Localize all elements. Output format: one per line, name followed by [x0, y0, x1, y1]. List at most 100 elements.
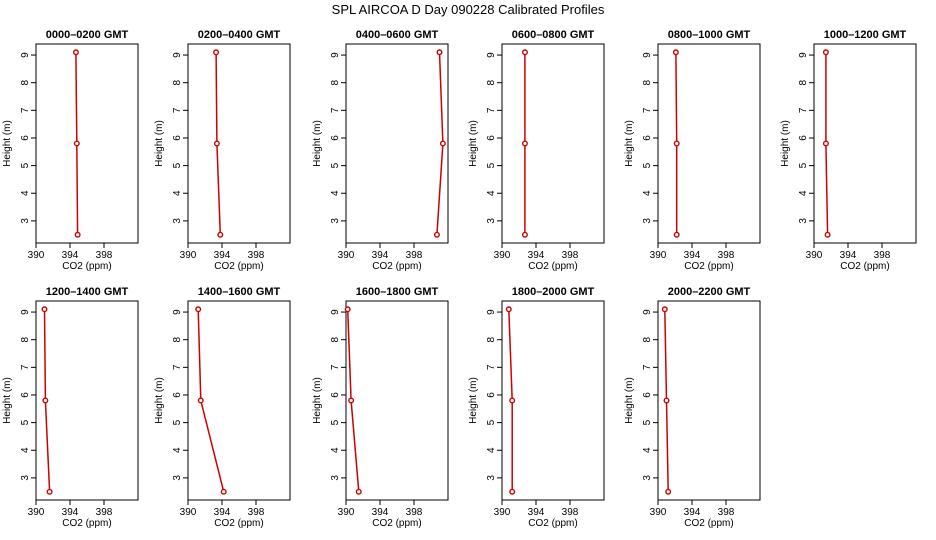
- plot-frame: [187, 43, 291, 244]
- data-point: [355, 488, 362, 495]
- y-tick-label: 6: [20, 135, 31, 141]
- y-tick-label: 7: [20, 107, 31, 113]
- x-tick-label: 394: [214, 250, 231, 261]
- x-tick-label: 390: [650, 507, 667, 518]
- x-axis-label: CO2 (ppm): [372, 518, 421, 529]
- data-point: [673, 231, 680, 238]
- data-point: [217, 231, 224, 238]
- y-axis-label: Height (m): [468, 377, 479, 424]
- x-tick-label: 398: [718, 507, 735, 518]
- data-point: [505, 306, 512, 313]
- panel: 0600–0800 GMT 390 394 398 3 4 5 6 7 8 9 CO2 (ppm) He…: [468, 29, 605, 272]
- y-tick-label: 6: [486, 135, 497, 141]
- y-tick-label: 6: [642, 135, 653, 141]
- y-tick-label: 3: [486, 475, 497, 481]
- y-tick-label: 3: [330, 475, 341, 481]
- x-axis-label: CO2 (ppm): [372, 261, 421, 272]
- data-point: [439, 140, 446, 147]
- y-axis-label: Height (m): [154, 120, 165, 167]
- data-point: [213, 140, 220, 147]
- x-tick-label: 398: [96, 507, 113, 518]
- y-tick-label: 8: [172, 336, 183, 342]
- panel-title: 2000–2200 GMT: [668, 286, 751, 298]
- y-tick-label: 9: [330, 52, 341, 58]
- data-point: [673, 140, 680, 147]
- y-tick-label: 6: [172, 135, 183, 141]
- y-tick-label: 3: [798, 218, 809, 224]
- panel-title: 1200–1400 GMT: [46, 286, 129, 298]
- y-tick-label: 8: [798, 79, 809, 85]
- figure-title: SPL AIRCOA D Day 090228 Calibrated Profi…: [332, 2, 605, 17]
- y-tick-label: 8: [642, 79, 653, 85]
- x-tick-label: 390: [28, 250, 45, 261]
- y-tick-label: 5: [20, 419, 31, 425]
- panel-title: 1400–1600 GMT: [198, 286, 281, 298]
- x-tick-label: 398: [248, 250, 265, 261]
- data-point: [661, 306, 668, 313]
- x-tick-label: 394: [840, 250, 857, 261]
- y-tick-label: 3: [172, 218, 183, 224]
- data-point: [521, 49, 528, 56]
- y-tick-label: 5: [642, 419, 653, 425]
- y-tick-label: 3: [330, 218, 341, 224]
- x-axis-label: CO2 (ppm): [528, 518, 577, 529]
- panel: 1400–1600 GMT 390 394 398 3 4 5 6 7 8 9 CO2 (ppm) He…: [154, 286, 291, 529]
- y-tick-label: 3: [20, 475, 31, 481]
- x-tick-label: 398: [406, 250, 423, 261]
- data-point: [509, 397, 516, 404]
- plot-frame: [501, 43, 605, 244]
- y-tick-label: 9: [798, 52, 809, 58]
- y-tick-label: 5: [642, 162, 653, 168]
- y-tick-label: 9: [642, 52, 653, 58]
- y-tick-label: 6: [20, 392, 31, 398]
- y-tick-label: 4: [330, 190, 341, 196]
- data-point: [73, 140, 80, 147]
- y-axis-label: Height (m): [312, 377, 323, 424]
- y-tick-label: 4: [642, 447, 653, 453]
- y-tick-label: 4: [642, 190, 653, 196]
- data-point: [74, 231, 81, 238]
- panel-title: 0400–0600 GMT: [356, 29, 439, 41]
- x-axis-label: CO2 (ppm): [62, 518, 111, 529]
- y-tick-label: 5: [172, 162, 183, 168]
- y-tick-label: 8: [20, 79, 31, 85]
- x-tick-label: 394: [684, 250, 701, 261]
- plot-frame: [187, 300, 291, 501]
- x-tick-label: 394: [372, 507, 389, 518]
- data-point: [344, 306, 351, 313]
- y-tick-label: 6: [330, 135, 341, 141]
- y-tick-label: 8: [20, 336, 31, 342]
- x-axis-label: CO2 (ppm): [528, 261, 577, 272]
- x-axis-label: CO2 (ppm): [840, 261, 889, 272]
- panel: 1200–1400 GMT 390 394 398 3 4 5 6 7 8 9 CO2 (ppm) He…: [2, 286, 139, 529]
- y-tick-label: 5: [486, 162, 497, 168]
- data-point: [521, 231, 528, 238]
- y-tick-label: 3: [642, 475, 653, 481]
- data-point: [195, 306, 202, 313]
- x-tick-label: 398: [874, 250, 891, 261]
- x-tick-label: 398: [96, 250, 113, 261]
- y-axis-label: Height (m): [468, 120, 479, 167]
- y-tick-label: 3: [172, 475, 183, 481]
- y-tick-label: 4: [798, 190, 809, 196]
- y-tick-label: 7: [798, 107, 809, 113]
- y-tick-label: 9: [330, 309, 341, 315]
- y-tick-label: 6: [172, 392, 183, 398]
- y-tick-label: 6: [486, 392, 497, 398]
- y-axis-label: Height (m): [624, 377, 635, 424]
- x-tick-label: 390: [494, 507, 511, 518]
- x-tick-label: 394: [528, 250, 545, 261]
- plot-frame: [345, 43, 449, 244]
- y-tick-label: 9: [486, 52, 497, 58]
- y-axis-label: Height (m): [780, 120, 791, 167]
- y-axis-label: Height (m): [624, 120, 635, 167]
- x-tick-label: 390: [650, 250, 667, 261]
- y-tick-label: 8: [330, 79, 341, 85]
- y-axis-label: Height (m): [312, 120, 323, 167]
- y-tick-label: 4: [172, 190, 183, 196]
- x-axis-label: CO2 (ppm): [684, 518, 733, 529]
- y-tick-label: 3: [642, 218, 653, 224]
- y-axis-label: Height (m): [2, 120, 13, 167]
- data-point: [665, 488, 672, 495]
- x-tick-label: 398: [248, 507, 265, 518]
